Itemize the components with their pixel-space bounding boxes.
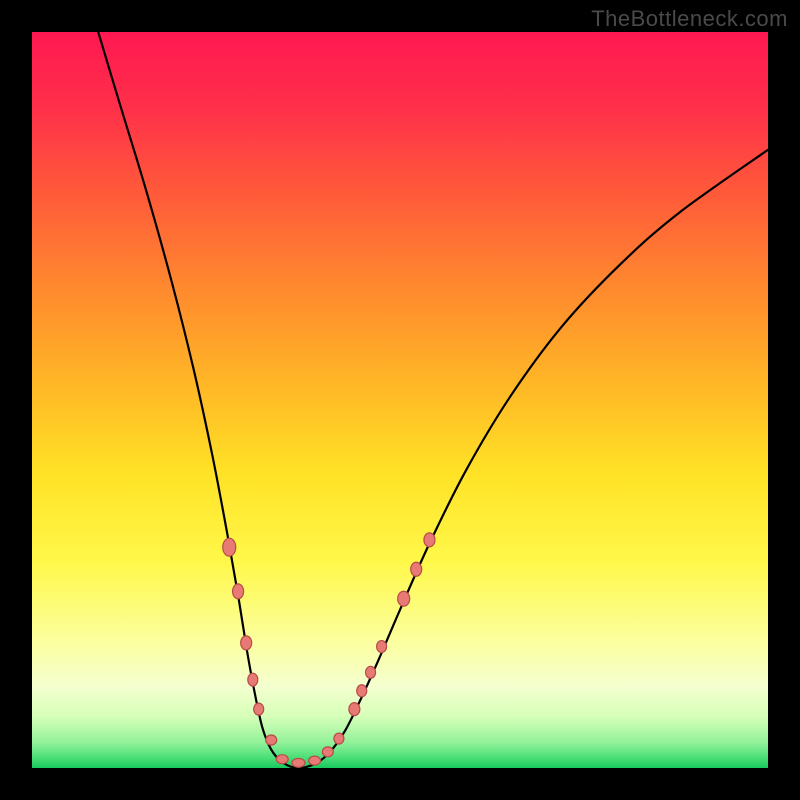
data-marker [322, 747, 333, 757]
data-marker [233, 584, 244, 599]
data-marker [349, 703, 360, 716]
data-marker [241, 636, 252, 650]
plot-area [32, 32, 768, 768]
data-marker [398, 591, 410, 606]
data-marker [254, 703, 264, 715]
data-marker [248, 673, 258, 686]
data-marker [424, 533, 435, 547]
data-marker [309, 756, 321, 765]
gradient-background [32, 32, 768, 768]
data-marker [223, 538, 236, 556]
data-marker [357, 685, 367, 697]
chart-svg [32, 32, 768, 768]
data-marker [334, 733, 344, 744]
data-marker [266, 735, 277, 745]
watermark-text: TheBottleneck.com [591, 6, 788, 32]
data-marker [292, 758, 305, 767]
data-marker [366, 666, 376, 678]
chart-frame: TheBottleneck.com [0, 0, 800, 800]
data-marker [276, 755, 288, 764]
data-marker [377, 641, 387, 653]
data-marker [411, 562, 422, 576]
